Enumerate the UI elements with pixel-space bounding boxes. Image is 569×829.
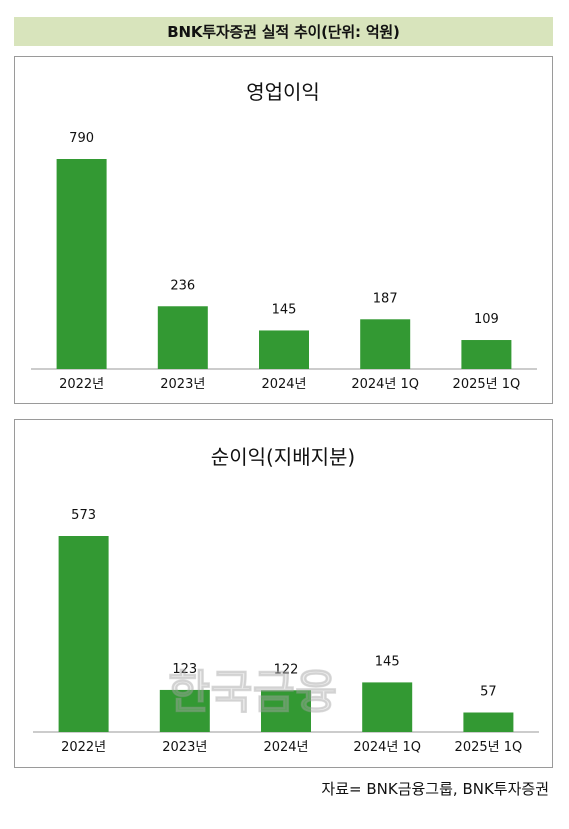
net-income-chart: 순이익(지배지분) 573 2022년 123 2023년 122 2024년 145 2024… xyxy=(14,419,553,768)
operating-profit-bar-3 xyxy=(259,330,309,369)
net-income-tick-label-5: 2025년 1Q xyxy=(455,740,523,755)
net-income-data-label-2: 123 xyxy=(172,662,197,677)
operating-profit-tick-label-1: 2022년 xyxy=(59,377,104,392)
net-income-bar-4 xyxy=(362,682,413,732)
net-income-data-label-5: 57 xyxy=(480,685,497,700)
operating-profit-data-label-3: 145 xyxy=(272,302,297,317)
net-income-tick-label-4: 2024년 1Q xyxy=(353,740,421,755)
operating-profit-data-label-5: 109 xyxy=(474,312,499,327)
net-income-bar-5 xyxy=(463,712,514,732)
net-income-bar-3 xyxy=(261,690,311,732)
operating-profit-data-label-1: 790 xyxy=(69,131,94,146)
operating-profit-tick-label-5: 2025년 1Q xyxy=(453,377,521,392)
operating-profit-bar-4 xyxy=(360,319,411,369)
operating-profit-chart-svg: 영업이익 790 2022년 236 2023년 145 2024년 187 2024년 1Q 1… xyxy=(31,80,537,392)
net-income-chart-title: 순이익(지배지분) xyxy=(211,445,355,469)
net-income-data-label-3: 122 xyxy=(274,662,299,677)
operating-profit-data-label-4: 187 xyxy=(373,291,398,306)
operating-profit-bar-2 xyxy=(157,306,208,369)
chart-header-title: BNK투자증권 실적 추이(단위: 억원) xyxy=(14,17,553,46)
net-income-chart-svg: 순이익(지배지분) 573 2022년 123 2023년 122 2024년 145 2024… xyxy=(33,445,539,755)
operating-profit-chart-title: 영업이익 xyxy=(246,80,320,104)
net-income-tick-label-2: 2023년 xyxy=(162,740,207,755)
source-note: 자료= BNK금융그룹, BNK투자증권 xyxy=(321,780,549,798)
operating-profit-tick-label-4: 2024년 1Q xyxy=(351,377,419,392)
operating-profit-chart: 영업이익 790 2022년 236 2023년 145 2024년 187 2024년 1Q 1… xyxy=(14,56,553,404)
operating-profit-bar-1 xyxy=(56,159,107,369)
operating-profit-data-label-2: 236 xyxy=(170,278,195,293)
operating-profit-tick-label-3: 2024년 xyxy=(261,377,306,392)
net-income-data-label-4: 145 xyxy=(375,654,400,669)
net-income-tick-label-1: 2022년 xyxy=(61,740,106,755)
net-income-data-label-1: 573 xyxy=(71,508,96,523)
net-income-bar-2 xyxy=(159,689,210,732)
net-income-tick-label-3: 2024년 xyxy=(263,740,308,755)
net-income-bar-1 xyxy=(58,536,109,732)
operating-profit-bar-5 xyxy=(461,340,512,369)
operating-profit-tick-label-2: 2023년 xyxy=(160,377,205,392)
